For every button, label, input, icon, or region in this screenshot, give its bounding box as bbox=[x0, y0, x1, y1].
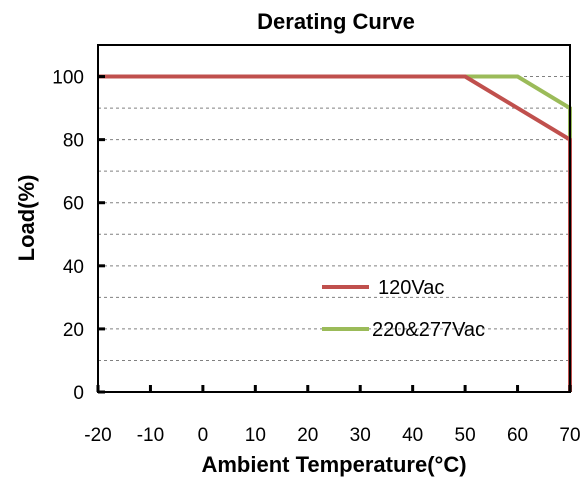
x-tick-label: 20 bbox=[297, 425, 318, 446]
y-tick-label: 20 bbox=[63, 320, 84, 341]
x-tick-label: 0 bbox=[198, 425, 209, 446]
x-axis-label: Ambient Temperature(°C) bbox=[201, 452, 466, 477]
grid-lines bbox=[98, 76, 570, 361]
x-tick-label: 60 bbox=[507, 425, 528, 446]
x-tick-label: -20 bbox=[84, 425, 111, 446]
legend-label: 220&277Vac bbox=[372, 319, 485, 341]
x-tick-label: 50 bbox=[455, 425, 476, 446]
x-tick-label: 70 bbox=[559, 425, 580, 446]
y-tick-label: 60 bbox=[63, 194, 84, 215]
legend: 120Vac 220&277Vac bbox=[322, 277, 485, 341]
y-axis-ticks: 0 20 40 60 80 100 bbox=[52, 68, 105, 404]
y-tick-label: 100 bbox=[52, 68, 84, 89]
x-tick-label: -10 bbox=[137, 425, 164, 446]
legend-label: 120Vac bbox=[378, 277, 444, 299]
y-tick-label: 80 bbox=[63, 131, 84, 152]
x-axis-ticks: -20 -10 0 10 20 30 40 50 60 70 bbox=[84, 385, 581, 446]
y-tick-label: 0 bbox=[73, 383, 84, 404]
y-tick-label: 40 bbox=[63, 257, 84, 278]
plot-frame bbox=[97, 44, 571, 393]
chart-title: Derating Curve bbox=[257, 9, 415, 34]
x-tick-label: 30 bbox=[350, 425, 371, 446]
x-tick-label: 10 bbox=[245, 425, 266, 446]
y-axis-label: Load(%) bbox=[14, 175, 39, 262]
x-tick-label: 40 bbox=[402, 425, 423, 446]
